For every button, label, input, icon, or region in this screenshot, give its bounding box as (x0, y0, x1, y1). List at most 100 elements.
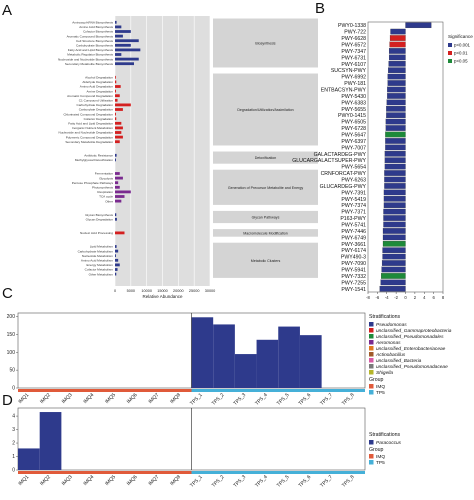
panel-a-category-label: Pentose Phosphate Pathways (72, 181, 114, 185)
panel-a-bar (115, 121, 122, 125)
panel-a-bar (115, 217, 117, 221)
panel-b-x-tick-label: 6 (432, 295, 435, 300)
panel-c-legend-title: Stratifications (369, 314, 401, 320)
panel-b-bar (387, 86, 406, 93)
panel-d-legend-label: Paracoccus (376, 440, 402, 446)
panel-d-group-legend-title: Group (369, 447, 384, 453)
panel-a-bar (115, 43, 131, 47)
panel-a-bar (115, 131, 122, 134)
panel-b-category-label: GLUCARDEG-PWY (320, 184, 367, 190)
panel-a-bar (115, 190, 131, 194)
panel-a-group-strip (213, 210, 318, 224)
panel-b-bar (390, 28, 406, 35)
panel-b-category-label: PWY-5654 (341, 165, 366, 171)
panel-b-bar (387, 73, 406, 80)
panel-a-bar (115, 85, 121, 88)
panel-a-bar (115, 103, 131, 107)
panel-a-bar (115, 158, 116, 162)
panel-c-x-tick-label: TP5_7 (319, 392, 334, 407)
panel-label-c: C (2, 285, 13, 302)
panel-b-bar (381, 266, 406, 273)
panel-c-legend-swatch (369, 358, 374, 363)
panel-b-bar (385, 144, 406, 151)
panel-a-bar (115, 126, 123, 130)
panel-b-bar (383, 195, 406, 202)
panel-c-x-tick-label: TP5_8 (341, 392, 356, 407)
panel-a-category-label: Carboxylate Degradation (79, 108, 114, 112)
panel-c-legend-label: unclassified_Pseudomonadales (376, 334, 444, 340)
panel-b-bar (388, 67, 406, 74)
panel-a-category-label: TCA cycle (99, 195, 113, 199)
panel-a-x-tick-label: 25000 (189, 289, 200, 293)
panel-a-category-label: Nucleotide Metabolism (82, 254, 114, 258)
panel-a-bar (115, 140, 120, 144)
panel-a-bar (115, 268, 118, 271)
panel-c-x-tick-label: IMQ8 (169, 392, 182, 405)
panel-b-bar (383, 221, 406, 228)
panel-c-bar-pseudomonas (256, 339, 279, 388)
panel-a-group-label: Macromolecule Modification (243, 231, 288, 235)
panel-c-group-legend-swatch (369, 384, 374, 389)
panel-b-bar (388, 60, 406, 67)
panel-b-x-tick-label: 0 (404, 295, 407, 300)
panel-a-bar (115, 89, 116, 93)
panel-a-group-strip (213, 151, 318, 164)
panel-d-group-legend-label: TP5 (376, 460, 385, 466)
panel-a-x-axis-label: Relative Abundance (142, 294, 183, 299)
panel-b-bar (379, 285, 406, 292)
panel-a-category-label: Cofactor Biosynthesis (83, 30, 113, 34)
panel-a-category-label: Cofactor Metabolism (85, 268, 114, 272)
panel-c-group-strip-tp5 (191, 389, 365, 392)
panel-c-legend-label: unclassified_Enterobacteriaceae (376, 346, 446, 352)
panel-b-category-label: PWY-6992 (341, 75, 366, 81)
panel-a-bar (115, 34, 123, 38)
panel-a-bar (115, 258, 119, 262)
panel-b-bar (387, 93, 406, 99)
panel-b-category-label: PWY490-3 (341, 255, 366, 261)
panel-c-x-tick-label: IMQ4 (82, 392, 95, 405)
panel-b-category-label: PWY-5655 (341, 107, 366, 113)
panel-a-group-strip (213, 229, 318, 237)
panel-d-y-tick-label: 2 (12, 441, 15, 447)
panel-d-x-tick-label: IMQ4 (82, 474, 95, 487)
panel-a-category-label: Amino Acid Metabolism (81, 259, 114, 263)
panel-b-category-label: PWY-6174 (341, 248, 366, 254)
panel-b-bar (384, 163, 406, 170)
panel-a-x-tick-label: 20000 (173, 289, 184, 293)
panel-a-bar (115, 135, 123, 139)
panel-a-category-label: Inorganic Nutrient Metabolism (72, 126, 114, 130)
panel-b-x-tick-label: -4 (385, 295, 389, 300)
panel-b-category-label: PWY-6728 (341, 126, 366, 132)
panel-d-x-tick-label: TP5_3 (232, 474, 247, 489)
panel-b-bar (386, 112, 406, 119)
panel-b-category-label: PWY-7374 (341, 203, 366, 209)
panel-a-group-label: Metabolic Clusters (251, 259, 281, 263)
panel-c-bar-pseudomonas (213, 324, 235, 388)
panel-d-x-tick-label: TP5_5 (276, 474, 291, 489)
panel-d-group-legend-swatch (369, 454, 374, 459)
panel-a-category-label: Other Metabolism (89, 272, 114, 276)
panel-c-x-tick-label: IMQ7 (147, 392, 160, 405)
panel-b-legend-label: p<0.05 (454, 59, 468, 64)
panel-b-category-label: PWY-7007 (341, 145, 366, 151)
panel-b-category-label: PWY-7446 (341, 229, 366, 235)
panel-a-bar (115, 94, 120, 98)
panel-c-legend-label: unclassified_Pseudomonadaceae (376, 364, 448, 370)
panel-d-x-tick-label: TP5_8 (341, 474, 356, 489)
panel-a-category-label: Lipid Metabolism (90, 245, 114, 249)
panel-d-y-tick-label: 0 (12, 468, 15, 474)
panel-b-category-label: PWY-7332 (341, 274, 366, 280)
panel-d-x-tick-label: IMQ5 (104, 474, 117, 487)
panel-c-group-strip-imq (18, 389, 192, 392)
panel-a-category-label: Metabolic Regulator Biosynthesis (67, 53, 113, 57)
panel-a-bar (115, 53, 122, 56)
panel-c-y-tick-label: 100 (7, 350, 16, 356)
panel-b-bar (384, 157, 406, 164)
panel-label-d: D (2, 392, 13, 409)
panel-d-x-tick-label: TP5_6 (298, 474, 313, 489)
panel-a-category-label: Cell Structure Biosynthesis (76, 39, 113, 43)
panel-b-bar (385, 138, 406, 144)
panel-c-legend-swatch (369, 370, 374, 375)
panel-a-category-label: Fatty Acid and Lipid Degradation (68, 122, 113, 126)
